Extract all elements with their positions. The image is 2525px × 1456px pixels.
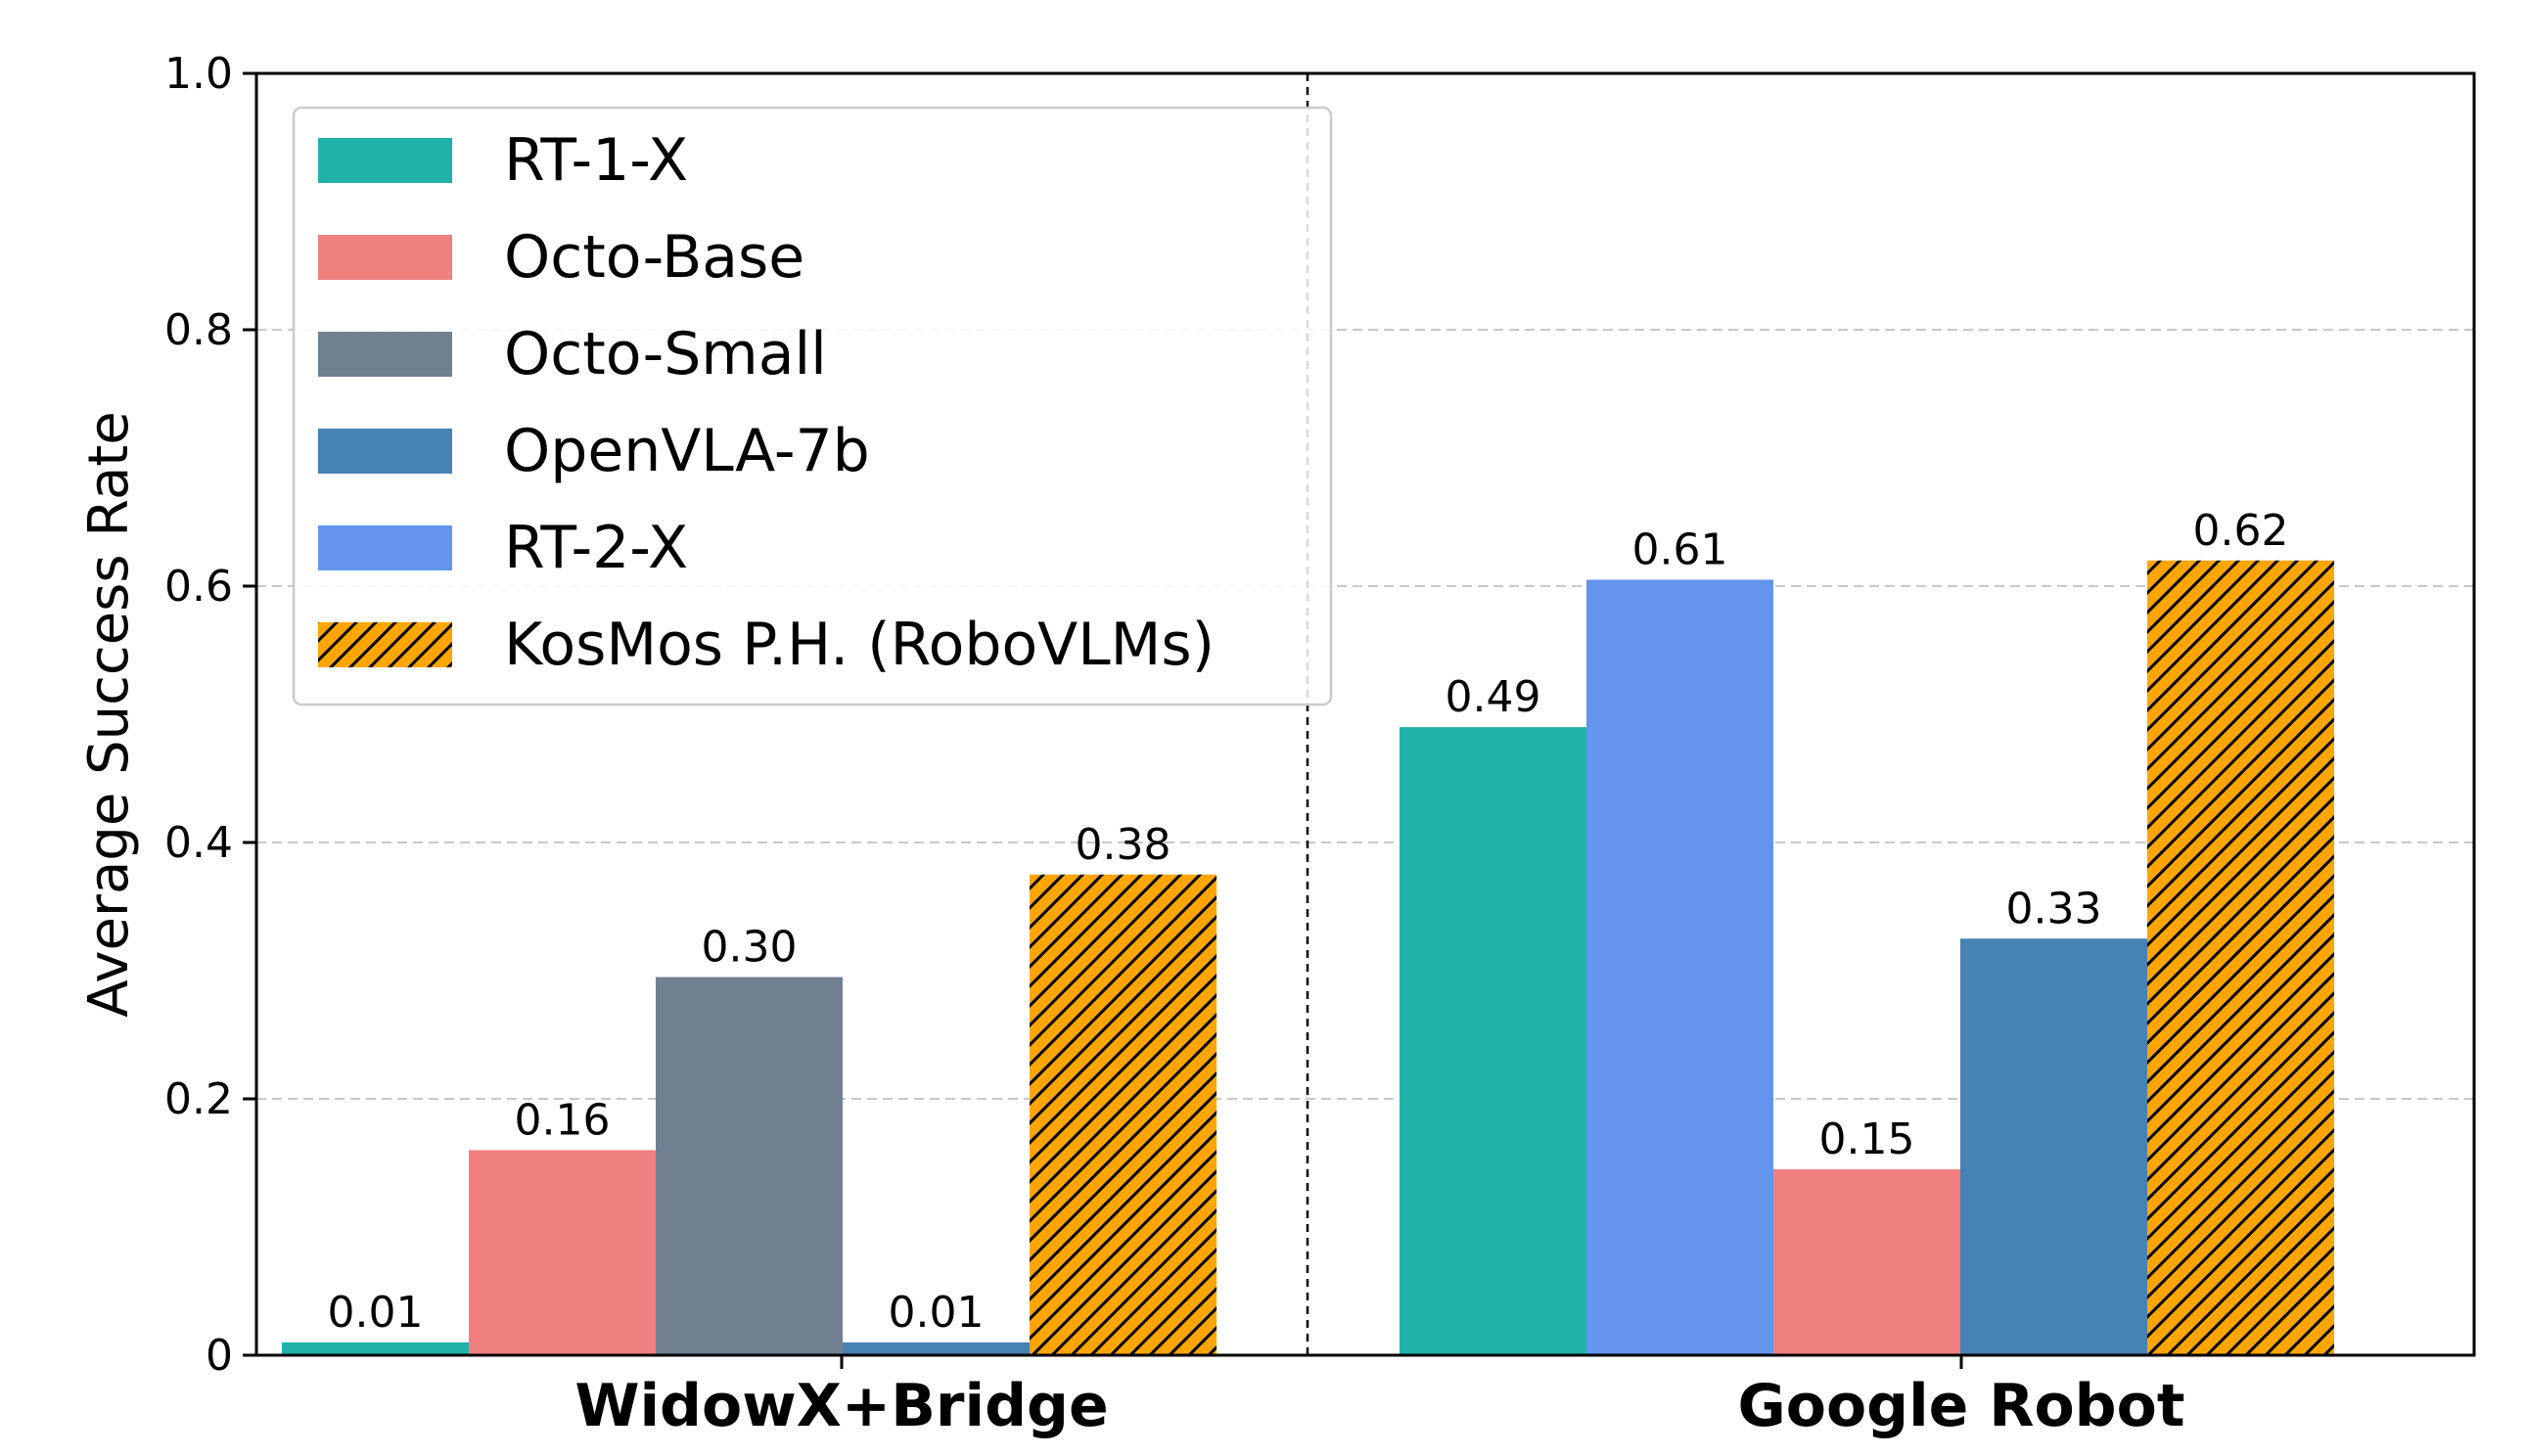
legend-box <box>292 106 1333 706</box>
data-label: 0.15 <box>1819 1115 1915 1164</box>
bars: 0.01 0.16 0.30 0.01 0.38 0.49 0.61 0.15 0.33 0.62 <box>282 506 2334 1355</box>
bar <box>656 977 843 1355</box>
y-tick-label: 0.6 <box>164 562 233 612</box>
data-label: 0.38 <box>1076 820 1171 870</box>
data-label: 0.49 <box>1446 672 1541 722</box>
x-axis: WidowX+Bridge Google Robot <box>574 1355 2185 1440</box>
y-tick-label: 0 <box>206 1331 233 1381</box>
legend-label: Octo-Base <box>504 223 804 292</box>
legend-label: OpenVLA-7b <box>504 417 870 485</box>
legend-label: RT-1-X <box>504 126 688 195</box>
legend-label: KosMos P.H. (RoboVLMs) <box>504 611 1215 679</box>
data-label: 0.30 <box>702 923 798 973</box>
y-axis: 0 0.2 0.4 0.6 0.8 1.0 <box>164 49 256 1381</box>
plot-frame <box>254 71 2476 1357</box>
y-tick-label: 1.0 <box>164 49 233 99</box>
bar <box>1586 579 1773 1355</box>
bar <box>1400 727 1586 1355</box>
y-tick-label: 0.2 <box>164 1074 233 1124</box>
data-label: 0.16 <box>515 1095 611 1145</box>
bar <box>282 1342 469 1355</box>
data-label: 0.62 <box>2193 506 2289 556</box>
legend-swatch <box>318 332 452 377</box>
bar <box>1960 938 2147 1355</box>
legend-swatch <box>318 525 452 570</box>
y-axis-label: Average Success Rate <box>77 411 141 1017</box>
bar <box>1030 874 1217 1355</box>
legend-label: RT-2-X <box>504 514 688 582</box>
bar <box>1773 1169 1960 1355</box>
legend-label: Octo-Small <box>504 320 827 388</box>
data-label: 0.61 <box>1632 524 1728 574</box>
legend-swatch <box>318 235 452 280</box>
legend-swatch <box>318 622 452 667</box>
data-label: 0.01 <box>328 1288 424 1338</box>
bar <box>2147 560 2334 1355</box>
bar <box>469 1150 656 1355</box>
legend-swatch <box>318 429 452 474</box>
legend-swatch <box>318 138 452 183</box>
data-label: 0.33 <box>2006 884 2102 933</box>
y-tick-label: 0.4 <box>164 818 233 868</box>
legend: RT-1-X Octo-Base Octo-Small OpenVLA-7b RT-2-… <box>292 106 1333 706</box>
plot-border <box>254 71 2476 1357</box>
y-tick-label: 0.8 <box>164 305 233 355</box>
data-label: 0.01 <box>889 1288 985 1338</box>
x-category-label: Google Robot <box>1737 1372 2184 1440</box>
x-category-label: WidowX+Bridge <box>574 1372 1108 1440</box>
bar <box>843 1342 1030 1355</box>
